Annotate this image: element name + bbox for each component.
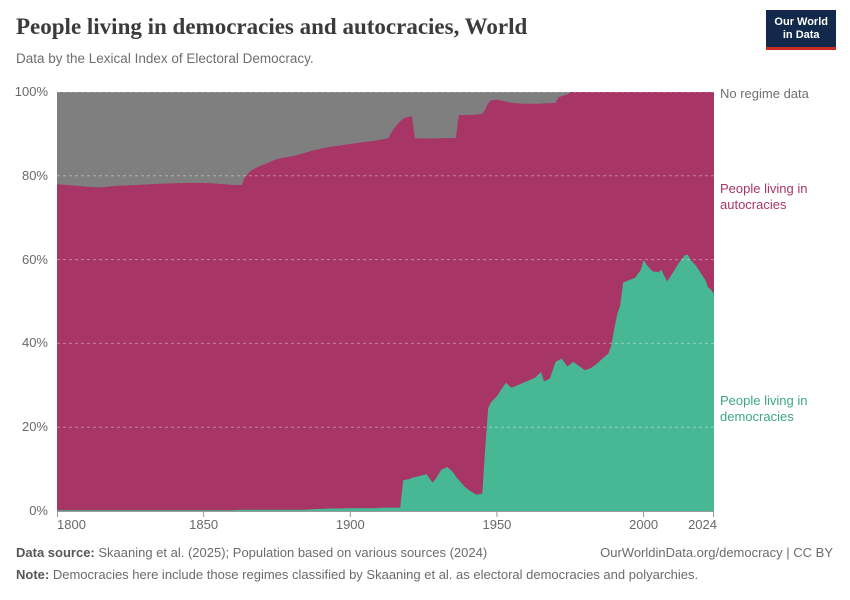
page-title: People living in democracies and autocra… bbox=[16, 14, 528, 39]
owid-logo[interactable]: Our World in Data bbox=[766, 10, 836, 50]
x-tick-label: 1800 bbox=[57, 517, 86, 532]
owid-logo-line2: in Data bbox=[782, 29, 820, 41]
series-label-no-regime-data: No regime data bbox=[720, 86, 809, 101]
note-label: Note: bbox=[16, 567, 50, 582]
x-tick-label: 1900 bbox=[335, 517, 365, 532]
owid-logo-line1: Our World bbox=[774, 16, 828, 28]
y-tick-label: 60% bbox=[21, 251, 48, 267]
y-tick-label: 100% bbox=[14, 84, 48, 99]
note-text: Democracies here include those regimes c… bbox=[49, 567, 699, 582]
x-tick-label: 1850 bbox=[189, 517, 219, 532]
series-label-democracies: People living in democracies bbox=[720, 393, 808, 424]
stacked-area-chart[interactable] bbox=[57, 91, 714, 518]
note-line: Note: Democracies here include those reg… bbox=[16, 567, 698, 582]
y-tick-label: 80% bbox=[21, 167, 48, 183]
y-tick-label: 20% bbox=[21, 419, 48, 435]
x-tick-label: 1950 bbox=[482, 517, 512, 532]
data-source-text: Skaaning et al. (2025); Population based… bbox=[94, 545, 488, 560]
y-tick-label: 0% bbox=[29, 503, 48, 518]
owid-url-link[interactable]: OurWorldinData.org/democracy | CC BY bbox=[600, 545, 833, 560]
chart-subtitle: Data by the Lexical Index of Electoral D… bbox=[16, 51, 314, 66]
x-tick-label: 2024 bbox=[688, 517, 717, 532]
x-tick-label: 2000 bbox=[629, 517, 659, 532]
democracies-area[interactable] bbox=[57, 254, 714, 511]
series-label-autocracies: People living in autocracies bbox=[720, 181, 808, 212]
data-source-label: Data source: bbox=[16, 545, 95, 560]
y-tick-label: 40% bbox=[21, 335, 48, 351]
data-source-line: Data source: Skaaning et al. (2025); Pop… bbox=[16, 545, 487, 560]
